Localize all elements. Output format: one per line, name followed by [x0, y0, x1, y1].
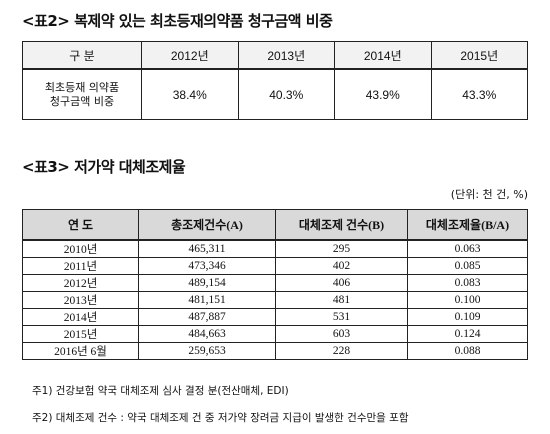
header-cell-2013: 2013년 [237, 41, 335, 70]
table-row: 2010년 465,311 295 0.063 [22, 239, 528, 258]
cell-substitution-rate: 0.109 [407, 308, 528, 326]
cell-year: 2016년 6월 [22, 342, 139, 360]
table-row: 2013년 481,151 481 0.100 [22, 291, 528, 309]
cell-substitution-rate: 0.063 [407, 239, 528, 258]
cell-substitution-count: 228 [275, 342, 408, 360]
table3-title: <표3> 저가약 대체조제율 [22, 158, 186, 176]
table-header-row: 연 도 총조제건수(A) 대체조제 건수(B) 대체조제율(B/A) [22, 209, 528, 241]
cell-substitution-rate: 0.085 [407, 257, 528, 275]
cell-substitution-count: 531 [275, 308, 408, 326]
cell-total: 487,887 [138, 308, 276, 326]
header-cell-2012: 2012년 [141, 41, 239, 70]
table-row: 2016년 6월 259,653 228 0.088 [22, 342, 528, 360]
cell-substitution-count: 402 [275, 257, 408, 275]
table-header-row: 구 분 2012년 2013년 2014년 2015년 [22, 41, 528, 70]
cell-year: 2013년 [22, 291, 139, 309]
cell-year: 2010년 [22, 239, 139, 258]
cell-total: 259,653 [138, 342, 276, 360]
table-row: 최초등재 의약품 청구금액 비중 38.4% 40.3% 43.9% 43.3% [22, 68, 528, 120]
unit-label: (단위: 천 건, %) [450, 188, 528, 201]
value-cell-2014: 43.9% [334, 68, 432, 120]
table-row: 2011년 473,346 402 0.085 [22, 257, 528, 275]
row-label-claim-share: 최초등재 의약품 청구금액 비중 [22, 68, 142, 120]
cell-substitution-rate: 0.124 [407, 325, 528, 343]
cell-substitution-count: 406 [275, 274, 408, 292]
row-label-line1: 최초등재 의약품 [44, 80, 120, 94]
cell-year: 2014년 [22, 308, 139, 326]
value-cell-2015: 43.3% [430, 68, 528, 120]
header-cell-substitution-count: 대체조제 건수(B) [275, 209, 408, 241]
table-row: 2015년 484,663 603 0.124 [22, 325, 528, 343]
header-cell-total: 총조제건수(A) [138, 209, 276, 241]
cell-substitution-rate: 0.088 [407, 342, 528, 360]
table2-title: <표2> 복제약 있는 최초등재의약품 청구금액 비중 [22, 12, 333, 30]
header-cell-year: 연 도 [22, 209, 139, 241]
cell-total: 489,154 [138, 274, 276, 292]
value-cell-2012: 38.4% [141, 68, 239, 120]
cell-year: 2011년 [22, 257, 139, 275]
header-cell-2015: 2015년 [430, 41, 528, 70]
cell-total: 465,311 [138, 239, 276, 258]
value-cell-2013: 40.3% [237, 68, 335, 120]
cell-substitution-rate: 0.100 [407, 291, 528, 309]
claim-share-table: 구 분 2012년 2013년 2014년 2015년 최초등재 의약품 청구금… [22, 41, 528, 120]
cell-substitution-rate: 0.083 [407, 274, 528, 292]
cell-year: 2012년 [22, 274, 139, 292]
cell-total: 473,346 [138, 257, 276, 275]
footnote-2: 주2) 대체조제 건수 : 약국 대체조제 건 중 저가약 장려금 지급이 발생… [32, 412, 409, 424]
cell-substitution-count: 603 [275, 325, 408, 343]
cell-substitution-count: 295 [275, 239, 408, 258]
header-cell-2014: 2014년 [334, 41, 432, 70]
table-row: 2012년 489,154 406 0.083 [22, 274, 528, 292]
footnote-1: 주1) 건강보험 약국 대체조제 심사 결정 분(전산매체, EDI) [32, 385, 289, 397]
header-cell-category: 구 분 [22, 41, 142, 70]
substitution-rate-table: 연 도 총조제건수(A) 대체조제 건수(B) 대체조제율(B/A) 2010년… [22, 209, 528, 360]
cell-year: 2015년 [22, 325, 139, 343]
cell-substitution-count: 481 [275, 291, 408, 309]
header-cell-substitution-rate: 대체조제율(B/A) [407, 209, 528, 241]
table-row: 2014년 487,887 531 0.109 [22, 308, 528, 326]
cell-total: 481,151 [138, 291, 276, 309]
row-label-line2: 청구금액 비중 [49, 94, 115, 108]
cell-total: 484,663 [138, 325, 276, 343]
